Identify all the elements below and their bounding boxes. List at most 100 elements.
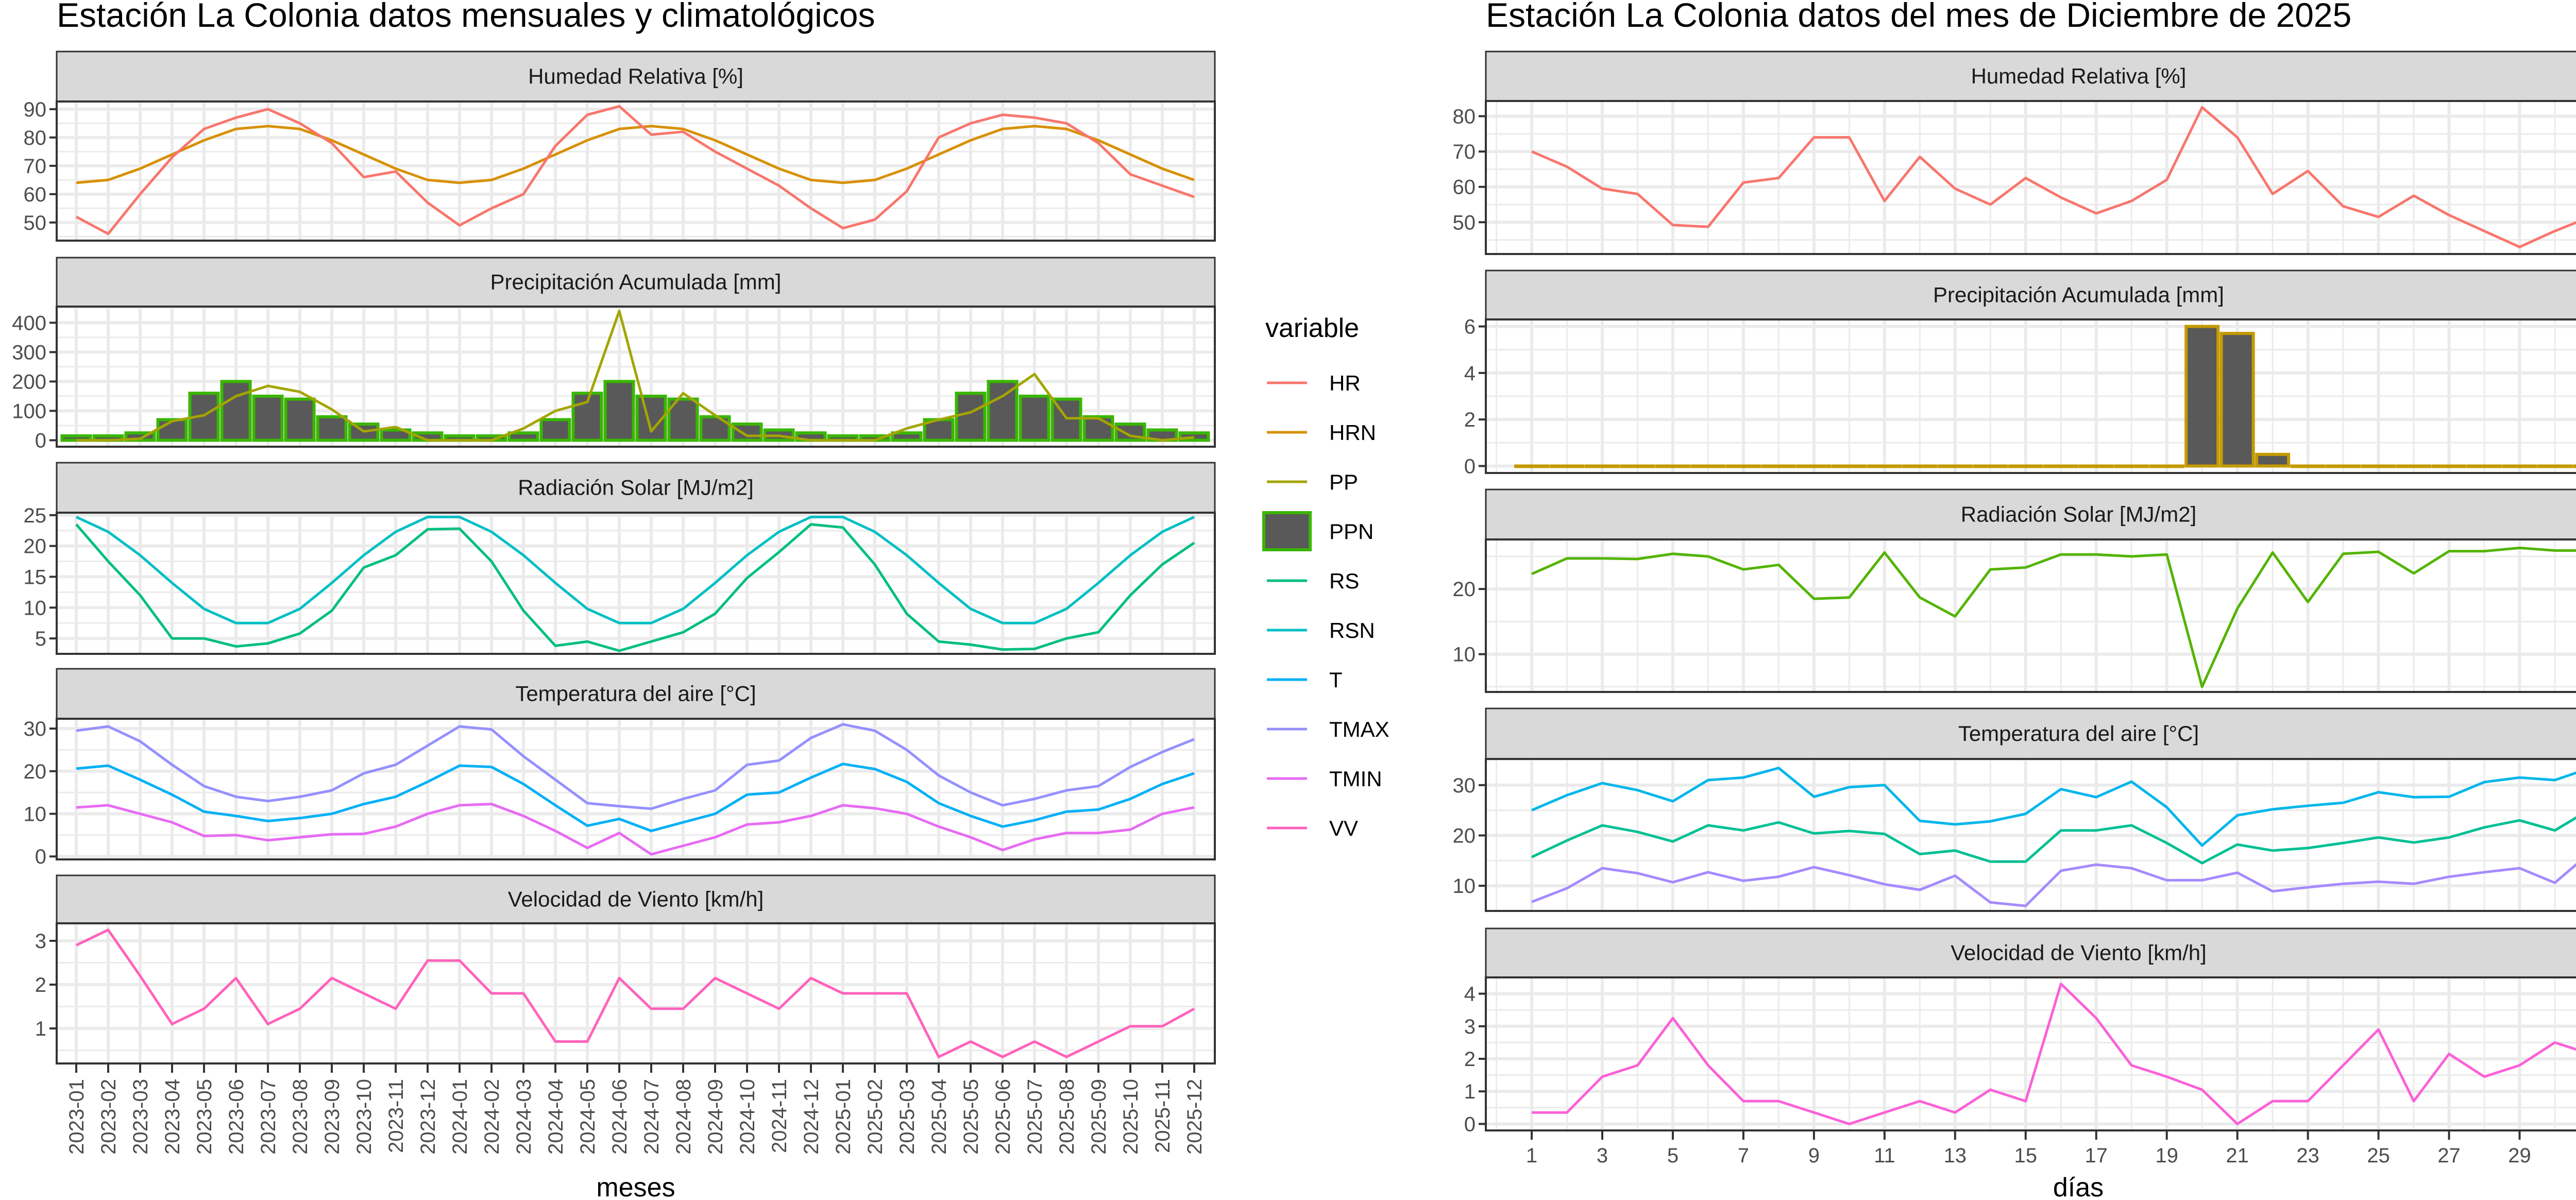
y-tick-label: 200 <box>12 370 46 393</box>
legend-label: VV <box>1329 816 1358 840</box>
panel-border <box>56 306 1216 448</box>
bar-ppn <box>539 418 571 442</box>
y-tick-label: 0 <box>35 429 46 452</box>
legend-item-t: T <box>1267 668 1343 692</box>
monthly-legend: variable HR HRN PP PPN RS RSN T TMAX TMIN VV <box>1262 313 1389 840</box>
x-tick-label: 2024-08 <box>672 1079 695 1155</box>
plot-background <box>57 513 1215 654</box>
y-tick-label: 10 <box>1453 644 1476 666</box>
x-tick-label: 2025-02 <box>864 1079 887 1155</box>
x-tick-label: 2023-06 <box>225 1079 248 1155</box>
panel-strip-label: Temperatura del aire [°C] <box>1958 721 2199 746</box>
panel-strip-label: Humedad Relativa [%] <box>1971 64 2187 88</box>
panel-border <box>1485 538 2576 693</box>
bar-ppn <box>1082 415 1114 442</box>
y-tick-label: 20 <box>24 535 47 558</box>
x-tick-label: 2025-11 <box>1151 1079 1174 1153</box>
daily-panels: Humedad Relativa [%]50607080Precipitació… <box>1453 50 2576 1136</box>
legend-item-tmin: TMIN <box>1267 767 1382 791</box>
y-tick-label: 4 <box>1464 362 1476 385</box>
panel-strip-label: Radiación Solar [MJ/m2] <box>1961 502 2197 527</box>
x-tick-label: 2023-07 <box>257 1079 280 1155</box>
x-tick-label: 2024-04 <box>545 1079 567 1155</box>
panel-strip <box>1485 927 2576 978</box>
x-tick-label: 23 <box>2296 1144 2319 1167</box>
y-tick-label: 10 <box>24 597 47 619</box>
x-tick-label: 2023-04 <box>161 1079 184 1155</box>
panel-border <box>56 512 1216 655</box>
legend-label: TMIN <box>1329 767 1382 791</box>
x-tick-label: 2023-03 <box>129 1079 152 1155</box>
y-tick-label: 25 <box>24 504 47 527</box>
panel-radiaci-n-solar-mj-m2: Radiación Solar [MJ/m2] 5 10 15 20 25 <box>24 462 1216 655</box>
x-tick-label: 2023-02 <box>97 1079 120 1155</box>
x-tick-label: 2024-07 <box>640 1079 663 1155</box>
x-tick-label: 5 <box>1667 1144 1679 1167</box>
bar-ppn <box>507 431 539 442</box>
x-axis-title-daily: días <box>2053 1173 2104 1200</box>
plot-background <box>57 719 1215 859</box>
series-line-tmin <box>76 803 1195 856</box>
x-tick-label: 2023-08 <box>289 1079 312 1155</box>
x-tick-label: 2025-08 <box>1056 1079 1078 1155</box>
legend-label: RSN <box>1329 618 1375 643</box>
x-tick-label: 27 <box>2437 1144 2461 1167</box>
chart-title-monthly: Estación La Colonia datos mensuales y cl… <box>57 0 875 34</box>
panel-strip-label: Radiación Solar [MJ/m2] <box>518 476 754 500</box>
x-tick-label: 2025-01 <box>832 1079 855 1155</box>
x-tick-label: 2025-05 <box>960 1079 982 1155</box>
x-tick-label: 19 <box>2155 1144 2178 1167</box>
y-tick-label: 20 <box>1453 578 1476 601</box>
x-tick-label: 2024-11 <box>768 1079 791 1153</box>
y-tick-label: 2 <box>1464 1048 1476 1071</box>
x-tick-label: 2025-09 <box>1088 1079 1110 1155</box>
legend-label: PP <box>1329 470 1358 494</box>
y-tick-label: 1 <box>35 1018 46 1040</box>
bar-ppn <box>955 392 987 442</box>
panel-border <box>56 718 1216 860</box>
x-tick-label: 2024-02 <box>481 1079 503 1155</box>
y-tick-label: 2 <box>1464 409 1476 431</box>
legend-item-rs: RS <box>1267 569 1359 593</box>
y-tick-label: 70 <box>1453 141 1476 163</box>
y-tick-label: 50 <box>1453 211 1476 234</box>
x-tick-label: 2025-07 <box>1024 1079 1046 1155</box>
bar-pp <box>2219 332 2255 468</box>
x-tick-label: 2024-06 <box>608 1079 631 1155</box>
panel-strip <box>1485 707 2576 760</box>
legend-label: HR <box>1329 371 1361 395</box>
panel-strip <box>1485 269 2576 320</box>
panel-precipitaci-n-acumulada-mm: Precipitación Acumulada [mm] 0 2 4 6 <box>1464 269 2576 478</box>
y-tick-label: 60 <box>24 183 47 206</box>
x-tick-label: 9 <box>1808 1144 1820 1167</box>
bar-ppn <box>316 415 348 442</box>
bar-ppn <box>284 397 316 442</box>
panel-radiaci-n-solar-mj-m2: Radiación Solar [MJ/m2] 10 20 <box>1453 488 2576 693</box>
bar-ppn <box>891 431 923 442</box>
bar-ppn <box>156 418 188 442</box>
bar-ppn <box>220 380 252 442</box>
panel-strip <box>56 257 1216 308</box>
legend-item-tmax: TMAX <box>1267 717 1389 741</box>
y-tick-label: 0 <box>1464 455 1476 478</box>
legend-label: RS <box>1329 569 1359 593</box>
panel-strip <box>56 462 1216 514</box>
legend-item-hrn: HRN <box>1267 420 1376 445</box>
y-tick-label: 2 <box>35 974 46 996</box>
bar-ppn <box>987 380 1019 442</box>
panel-velocidad-de-viento-km-h: Velocidad de Viento [km/h] 1 2 3 <box>35 874 1216 1064</box>
series-line-hr <box>75 105 1195 235</box>
legend-label: HRN <box>1329 420 1376 445</box>
y-tick-label: 60 <box>1453 176 1476 199</box>
panel-border <box>1485 758 2576 912</box>
y-tick-label: 50 <box>24 212 47 234</box>
y-tick-label: 4 <box>1464 983 1476 1006</box>
y-tick-label: 30 <box>24 718 47 740</box>
x-tick-label: 2024-05 <box>577 1079 599 1155</box>
x-tick-label: 1 <box>1526 1144 1537 1167</box>
y-tick-label: 20 <box>24 760 47 783</box>
panel-velocidad-de-viento-km-h: Velocidad de Viento [km/h] 0 1 2 3 4 <box>1464 927 2576 1136</box>
y-tick-label: 80 <box>24 127 47 149</box>
y-tick-label: 20 <box>1453 824 1476 847</box>
series-line-rsn <box>75 515 1195 624</box>
